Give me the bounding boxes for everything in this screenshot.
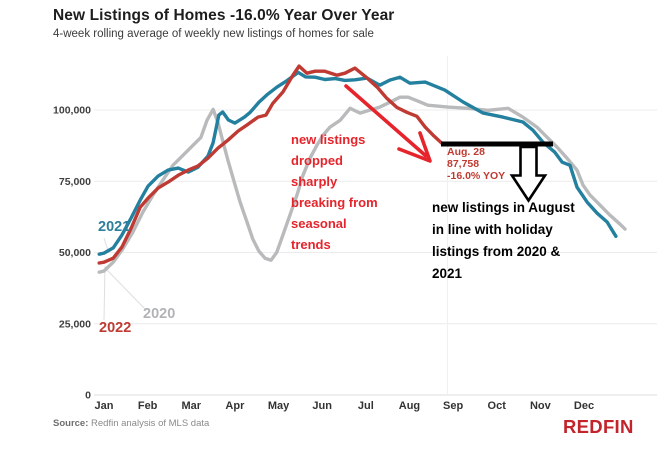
y-tick-label: 50,000 xyxy=(59,247,91,259)
annotation-seasonal-note: new listings dropped sharply breaking fr… xyxy=(291,132,378,252)
y-tick-label: 100,000 xyxy=(53,105,91,117)
page-title: New Listings of Homes -16.0% Year Over Y… xyxy=(53,7,395,24)
red-arrow-shaft xyxy=(344,84,428,158)
y-tick-label: 25,000 xyxy=(59,318,91,330)
source-text: Redfin analysis of MLS data xyxy=(88,418,210,429)
series-label-2022: 2022 xyxy=(99,320,132,336)
redfin-logo: REDFIN xyxy=(563,416,634,437)
source-label: Source: xyxy=(53,418,89,429)
y-tick-label: 0 xyxy=(85,390,91,402)
point-label-value: 87,758 xyxy=(447,158,480,170)
annotation-holiday-note: new listings in August in line with holi… xyxy=(432,200,575,281)
x-tick-label: Jun xyxy=(312,400,332,412)
series-label-2020: 2020 xyxy=(143,306,176,322)
x-tick-label: Jan xyxy=(95,400,114,412)
x-tick-label: Jul xyxy=(358,400,374,412)
x-tick-label: Aug xyxy=(399,400,420,412)
leader-line-2022 xyxy=(103,265,106,321)
source-line: Source: Redfin analysis of MLS data xyxy=(53,418,209,429)
x-tick-label: Apr xyxy=(225,400,245,412)
series-label-2021: 2021 xyxy=(98,219,131,235)
leader-line-2021 xyxy=(103,237,109,252)
point-label-date: Aug. 28 xyxy=(447,146,485,158)
series-line-2020 xyxy=(97,95,627,274)
x-tick-label: Nov xyxy=(530,400,552,412)
down-arrow-icon xyxy=(509,145,548,203)
x-tick-label: Oct xyxy=(488,400,507,412)
x-tick-label: Sep xyxy=(443,400,463,412)
leader-line-2020 xyxy=(106,269,147,311)
page-subtitle: 4-week rolling average of weekly new lis… xyxy=(53,28,374,40)
y-tick-label: 75,000 xyxy=(59,176,91,188)
red-arrow-head xyxy=(397,131,432,163)
series-line-2021 xyxy=(97,70,618,256)
x-tick-label: May xyxy=(268,400,290,412)
x-tick-label: Mar xyxy=(181,400,201,412)
point-label-yoy: -16.0% YOY xyxy=(447,170,506,182)
point-label: Aug. 28 87,758 -16.0% YOY xyxy=(447,146,505,182)
x-tick-label: Dec xyxy=(574,400,594,412)
series-line-2022 xyxy=(97,64,450,265)
x-tick-label: Feb xyxy=(138,400,158,412)
